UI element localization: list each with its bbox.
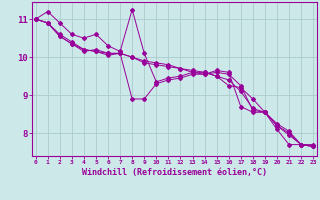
X-axis label: Windchill (Refroidissement éolien,°C): Windchill (Refroidissement éolien,°C) — [82, 168, 267, 177]
